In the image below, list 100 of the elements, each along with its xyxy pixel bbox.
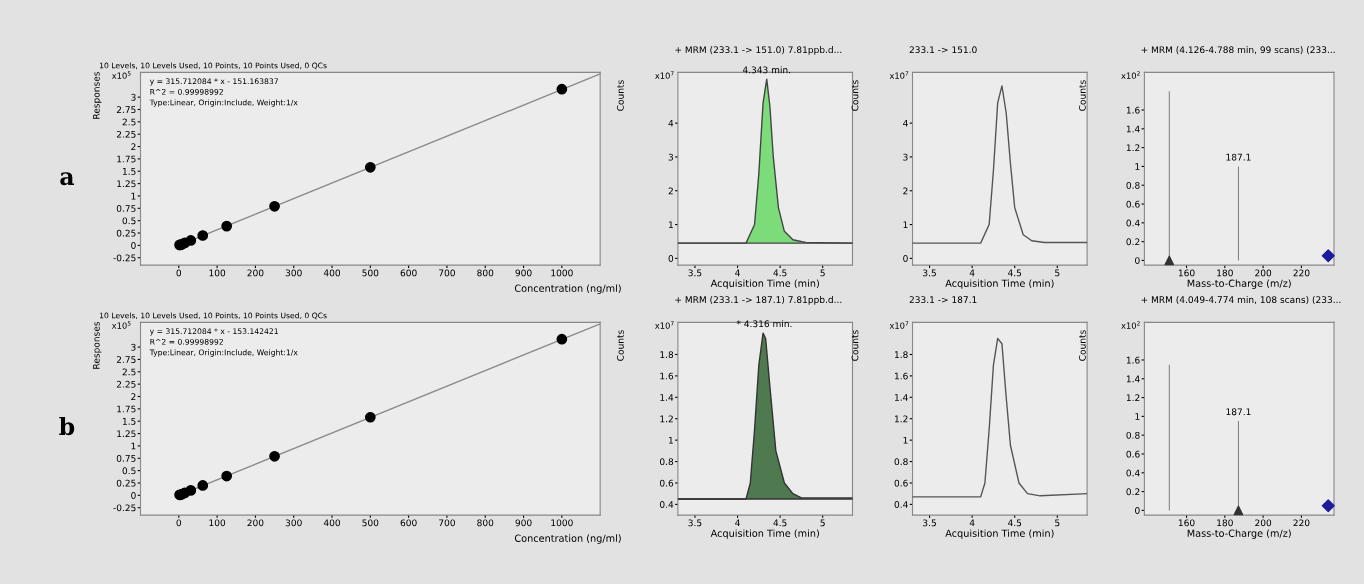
y-axis-title: Counts xyxy=(851,80,859,111)
y-tick-label: 2 xyxy=(668,187,673,195)
text: x10$^{2}$ xyxy=(1121,321,1140,329)
y-tick-label: 1.2 xyxy=(1126,394,1140,402)
x-tick-label: 180 xyxy=(1217,519,1233,527)
text: a xyxy=(60,172,75,186)
y-tick-label: 2.5 xyxy=(122,118,136,126)
y-tick-label: 0 xyxy=(903,255,908,262)
x-axis-title: Mass-to-Charge (m/z) xyxy=(1187,529,1291,539)
x-tick-label: 600 xyxy=(400,269,417,277)
y-tick-label: 2 xyxy=(903,187,908,195)
y-tick-label: 2.75 xyxy=(116,356,136,363)
text: x10$^{5}$ xyxy=(111,321,131,329)
y-axis-title: Counts xyxy=(1078,80,1086,111)
y-tick-label: 1.6 xyxy=(660,372,674,380)
text: x10$^{2}$ xyxy=(1121,71,1140,79)
x-tick-label: 200 xyxy=(247,269,264,277)
y-tick-label: 2.25 xyxy=(116,380,136,388)
x-tick-label: 4 xyxy=(969,519,975,527)
x-axis-title: Concentration (ng/ml) xyxy=(514,534,621,544)
x-tick-label: 4.5 xyxy=(773,519,787,527)
y-tick-label: 4 xyxy=(668,119,674,127)
x-tick-label: 100 xyxy=(209,269,226,277)
x-tick-label: 400 xyxy=(323,269,341,277)
y-tick-label: 3 xyxy=(668,153,674,161)
x-axis-title: Acquisition Time (min) xyxy=(710,529,819,539)
x-tick-label: 3.5 xyxy=(923,269,936,277)
x-tick-label: 600 xyxy=(400,519,417,527)
y-tick-label: -0.25 xyxy=(113,254,136,262)
x-tick-label: 160 xyxy=(1178,519,1195,527)
chart-title: 233.1 -> 187.1 xyxy=(909,296,977,304)
y-tick-label: 3 xyxy=(131,343,136,351)
x-tick-label: 900 xyxy=(515,269,532,277)
x-tick-label: 700 xyxy=(439,269,455,277)
y-tick-label: 1 xyxy=(131,442,136,450)
annotation: 4.343 min. xyxy=(742,66,791,74)
x-axis-title: Acquisition Time (min) xyxy=(945,529,1054,539)
y-tick-label: 1.25 xyxy=(117,180,136,188)
x-tick-label: 5 xyxy=(1055,269,1060,277)
x-tick-label: 3.5 xyxy=(923,519,936,527)
annotation: 187.1 xyxy=(1226,408,1251,416)
y-tick-label: 2.5 xyxy=(122,368,136,376)
y-tick-label: 1.6 xyxy=(1126,356,1140,364)
text: x10$^{7}$ xyxy=(889,321,909,329)
x-axis-title: Concentration (ng/ml) xyxy=(514,284,621,294)
y-tick-label: 1 xyxy=(1135,413,1140,420)
x-tick-label: 4.5 xyxy=(773,269,787,277)
y-tick-label: 0.8 xyxy=(1126,431,1140,439)
y-tick-label: 0.5 xyxy=(122,217,136,225)
x-tick-label: 500 xyxy=(362,269,379,277)
text: x10$^{7}$ xyxy=(889,71,909,79)
y-tick-label: 1.2 xyxy=(1126,144,1140,152)
y-tick-label: -0.25 xyxy=(113,504,136,512)
y-tick-label: 3 xyxy=(131,93,136,101)
y-axis-title: Responses xyxy=(92,321,102,369)
x-tick-label: 100 xyxy=(209,519,226,527)
x-tick-label: 200 xyxy=(1255,269,1272,277)
x-tick-label: 400 xyxy=(323,519,341,527)
y-tick-label: 1.8 xyxy=(660,351,674,359)
y-tick-label: 0.6 xyxy=(894,479,908,487)
y-axis-title: Counts xyxy=(616,330,624,361)
y-tick-label: 1.2 xyxy=(894,415,908,423)
y-tick-label: 0.25 xyxy=(116,229,136,237)
chart-title: + MRM (233.1 -> 187.1) 7.81ppb.d... xyxy=(675,296,842,305)
x-tick-label: 200 xyxy=(1255,519,1272,527)
y-tick-label: 0 xyxy=(1135,507,1140,514)
y-tick-label: 1.2 xyxy=(660,415,673,423)
y-tick-label: 0.75 xyxy=(116,205,136,212)
y-tick-label: 1.6 xyxy=(1126,106,1140,114)
y-tick-label: 0 xyxy=(131,492,136,499)
y-tick-label: 0.4 xyxy=(1126,219,1140,227)
x-tick-label: 180 xyxy=(1217,269,1233,277)
y-tick-label: 1.8 xyxy=(894,351,908,359)
x-tick-label: 900 xyxy=(515,519,532,527)
y-tick-label: 2 xyxy=(131,143,136,150)
x-axis-title: Acquisition Time (min) xyxy=(945,279,1054,289)
y-tick-label: 1.75 xyxy=(117,155,136,163)
x-tick-label: 700 xyxy=(439,519,455,527)
chart-title: + MRM (4.049-4.774 min, 108 scans) (233... xyxy=(1141,296,1341,305)
y-tick-label: 0.75 xyxy=(116,454,136,462)
text: x10$^{7}$ xyxy=(655,321,674,329)
y-tick-label: 1.75 xyxy=(117,405,136,413)
x-tick-label: 800 xyxy=(477,269,494,277)
y-tick-label: 2.25 xyxy=(116,130,136,138)
y-tick-label: 0.25 xyxy=(116,479,136,487)
x-tick-label: 4 xyxy=(969,269,975,277)
x-tick-label: 160 xyxy=(1178,269,1195,277)
x-tick-label: 4 xyxy=(735,269,740,277)
y-tick-label: 0 xyxy=(131,242,136,249)
y-tick-label: 0.6 xyxy=(1126,450,1140,458)
x-tick-label: 800 xyxy=(477,519,494,527)
y-tick-label: 0.6 xyxy=(659,479,674,487)
y-tick-label: 0 xyxy=(668,255,674,262)
annotation: 187.1 xyxy=(1226,153,1251,161)
x-tick-label: 0 xyxy=(176,269,182,277)
chart-title: + MRM (4.126-4.788 min, 99 scans) (233... xyxy=(1141,46,1335,55)
y-tick-label: 0.8 xyxy=(1126,181,1140,189)
chart-title: 233.1 -> 151.0 xyxy=(909,46,977,54)
y-tick-label: 1.5 xyxy=(122,418,136,425)
y-tick-label: 1 xyxy=(903,221,908,228)
